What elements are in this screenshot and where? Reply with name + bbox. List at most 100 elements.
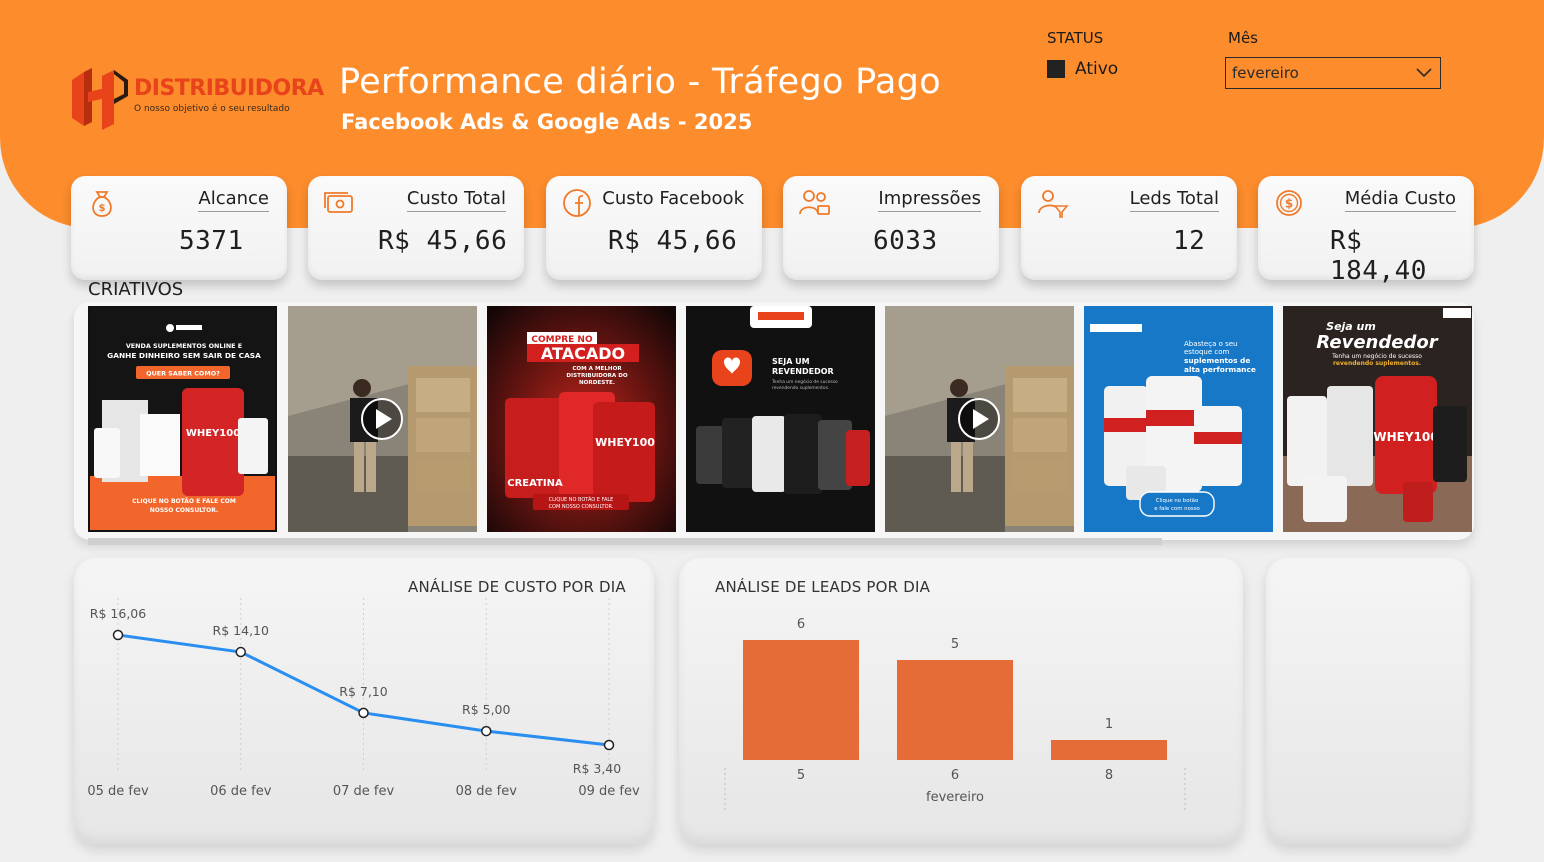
leads-bar [743, 640, 859, 760]
status-filter-ativo[interactable]: Ativo [1047, 59, 1118, 79]
month-dropdown-value: fevereiro [1232, 64, 1299, 82]
svg-text:suplementos de: suplementos de [1184, 356, 1250, 365]
creative-card[interactable]: VENDA SUPLEMENTOS ONLINE E GANHE DINHEIR… [88, 306, 277, 532]
hp-logo-icon [72, 68, 128, 130]
data-point [112, 629, 124, 641]
x-tick-label: 08 de fev [456, 784, 518, 799]
kpi-label: Leds Total [1129, 188, 1219, 212]
status-filter-label: STATUS [1047, 29, 1104, 47]
kpi-card-custo-facebook: Custo Facebook R$ 45,66 [546, 176, 762, 280]
data-label: 1 [1105, 717, 1113, 732]
svg-text:revendendo suplementos.: revendendo suplementos. [1333, 360, 1421, 367]
data-point [603, 739, 615, 751]
logo-wordmark: DISTRIBUIDORA [134, 76, 324, 101]
x-tick-label: 07 de fev [333, 784, 395, 799]
page-subtitle: Facebook Ads & Google Ads - 2025 [341, 110, 753, 134]
creative-card[interactable]: COMPRE NO ATACADO COM A MELHOR DISTRIBUI… [487, 306, 676, 532]
leads-bar [1051, 740, 1167, 760]
creative-card[interactable]: Abasteça o seu estoque com suplementos d… [1084, 306, 1273, 532]
kpi-value: 5371 [179, 226, 244, 256]
status-option-label: Ativo [1075, 59, 1119, 79]
x-tick-label: 05 de fev [87, 784, 149, 799]
cost-chart-panel: ANÁLISE DE CUSTO POR DIA R$ 16,06 05 de f… [74, 558, 654, 844]
svg-text:Seja um: Seja um [1326, 320, 1376, 333]
svg-text:Tenha um negócio de sucesso: Tenha um negócio de sucesso [771, 378, 838, 385]
x-tick-label: 09 de fev [578, 784, 640, 799]
data-label: R$ 3,40 [573, 761, 621, 776]
creatives-section-title: CRIATIVOS [88, 279, 184, 300]
svg-text:Tenha um negócio de sucesso: Tenha um negócio de sucesso [1331, 353, 1422, 360]
creative-card[interactable]: Seja um Revendedor Tenha um negócio de s… [1283, 306, 1472, 532]
data-label: 6 [797, 617, 805, 632]
status-checkbox[interactable] [1047, 60, 1065, 78]
data-label: 5 [951, 637, 959, 652]
svg-text:NORDESTE.: NORDESTE. [579, 380, 615, 386]
x-tick-label: 06 de fev [210, 784, 272, 799]
svg-text:DISTRIBUIDORA DO: DISTRIBUIDORA DO [566, 373, 627, 379]
svg-text:VENDA SUPLEMENTOS ONLINE E: VENDA SUPLEMENTOS ONLINE E [126, 342, 242, 350]
logo-tagline: O nosso objetivo é o seu resultado [134, 104, 290, 114]
svg-text:Revendedor: Revendedor [1316, 332, 1438, 353]
svg-text:ATACADO: ATACADO [541, 344, 625, 363]
data-label: R$ 7,10 [339, 684, 387, 699]
month-dropdown[interactable]: fevereiro [1225, 57, 1441, 89]
creative-video-card[interactable] [885, 306, 1074, 532]
empty-panel [1266, 558, 1470, 844]
data-label: R$ 16,06 [90, 606, 146, 621]
data-point [358, 707, 369, 719]
svg-text:estoque com: estoque com [1184, 348, 1230, 356]
svg-text:QUER SABER COMO?: QUER SABER COMO? [146, 370, 220, 378]
dollar-coin-icon: $ [1276, 190, 1302, 216]
data-point [481, 725, 492, 737]
kpi-value: R$ 184,40 [1330, 226, 1427, 286]
kpi-value: R$ 45,66 [608, 226, 738, 256]
money-bag-icon: $ [92, 191, 112, 217]
svg-text:NOSSO CONSULTOR.: NOSSO CONSULTOR. [150, 507, 218, 514]
kpi-card-media-custo: $ Média Custo R$ 184,40 [1258, 176, 1474, 286]
month-filter-label: Mês [1228, 29, 1258, 47]
kpi-card-impressoes: Impressões 6033 [783, 176, 999, 280]
svg-text:GANHE DINHEIRO SEM SAIR DE CAS: GANHE DINHEIRO SEM SAIR DE CASA [107, 351, 261, 360]
leads-chart-title: ANÁLISE DE LEADS POR DIA [715, 578, 931, 596]
svg-text:SEJA UM: SEJA UM [772, 357, 810, 366]
cost-chart-title: ANÁLISE DE CUSTO POR DIA [408, 578, 626, 596]
x-axis-label: fevereiro [926, 790, 984, 805]
brand-logo: DISTRIBUIDORA O nosso objetivo é o seu r… [70, 66, 324, 132]
data-label: R$ 5,00 [462, 702, 510, 717]
kpi-label: Custo Facebook [602, 188, 744, 209]
facebook-icon [563, 189, 591, 217]
svg-text:COMPRE NO: COMPRE NO [531, 335, 593, 345]
svg-text:CLIQUE NO BOTÃO E FALE COM: CLIQUE NO BOTÃO E FALE COM [132, 498, 236, 505]
x-tick-label: 8 [1105, 768, 1113, 783]
page-title: Performance diário - Tráfego Pago [339, 62, 941, 102]
leads-bar [897, 660, 1013, 760]
chevron-down-icon [1416, 68, 1432, 78]
svg-text:$: $ [99, 203, 106, 214]
cost-line-chart: R$ 16,06 05 de fev R$ 14,10 06 de fev R$ 7,1… [87, 598, 640, 799]
users-icon [799, 190, 830, 215]
kpi-card-alcance: $ Alcance 5371 [71, 176, 287, 280]
kpi-value: R$ 45,66 [378, 226, 508, 256]
leads-chart-panel: ANÁLISE DE LEADS POR DIA 6 5 5 6 1 8 fevereiro [679, 558, 1243, 844]
creative-video-card[interactable] [288, 306, 477, 532]
data-point [235, 646, 246, 658]
kpi-value: 6033 [873, 226, 938, 256]
kpi-label: Impressões [878, 188, 981, 212]
kpi-label: Custo Total [406, 188, 506, 212]
svg-text:e fale com nosso: e fale com nosso [1154, 506, 1200, 512]
kpi-card-custo-total: Custo Total R$ 45,66 [308, 176, 524, 280]
kpi-card-leds-total: Leds Total 12 [1021, 176, 1237, 280]
kpi-label: Média Custo [1344, 188, 1456, 212]
svg-text:Clique no botão: Clique no botão [1156, 498, 1199, 504]
creative-card[interactable]: SEJA UM REVENDEDOR Tenha um negócio de s… [686, 306, 875, 532]
svg-text:alta performance: alta performance [1184, 365, 1256, 374]
svg-text:Abasteça o seu: Abasteça o seu [1184, 340, 1237, 348]
creatives-scrollbar[interactable] [88, 538, 1162, 545]
svg-text:$: $ [1285, 197, 1293, 211]
data-label: R$ 14,10 [213, 623, 269, 638]
kpi-label: Alcance [198, 188, 269, 212]
svg-text:WHEY100: WHEY100 [1373, 430, 1438, 444]
svg-text:CREATINA: CREATINA [507, 478, 563, 489]
svg-text:CLIQUE NO BOTÃO E FALE: CLIQUE NO BOTÃO E FALE [549, 496, 614, 503]
svg-text:WHEY100: WHEY100 [186, 428, 240, 439]
